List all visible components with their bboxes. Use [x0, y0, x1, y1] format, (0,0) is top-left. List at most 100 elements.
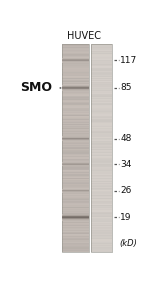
Bar [62, 143, 89, 144]
Bar [91, 92, 112, 93]
Bar [62, 237, 89, 238]
Bar [62, 118, 89, 119]
Bar [62, 234, 89, 235]
Bar [62, 158, 89, 159]
Text: SMO: SMO [21, 82, 53, 94]
Bar [62, 119, 89, 120]
Bar [62, 106, 89, 107]
Bar [62, 170, 89, 171]
Bar [62, 236, 89, 237]
Bar [91, 181, 112, 182]
Bar [62, 47, 89, 48]
Text: 26: 26 [120, 186, 132, 195]
Bar [62, 145, 89, 146]
Bar [62, 188, 89, 189]
Bar [62, 153, 89, 154]
Bar [62, 163, 89, 164]
Bar [62, 130, 89, 131]
Bar [91, 89, 112, 90]
Bar [62, 221, 89, 222]
Bar [62, 80, 89, 81]
Bar [62, 176, 89, 177]
Bar [91, 189, 112, 190]
Bar [62, 94, 89, 95]
Bar [91, 246, 112, 247]
Bar [91, 193, 112, 194]
Bar [62, 242, 89, 243]
Bar [62, 226, 89, 227]
Bar [62, 251, 89, 252]
Bar [62, 213, 89, 214]
Bar [62, 129, 89, 130]
Bar [91, 134, 112, 135]
Bar [91, 197, 112, 198]
Bar [62, 161, 89, 162]
Bar [62, 152, 89, 153]
Bar [62, 66, 89, 67]
Bar [62, 71, 89, 72]
Bar [91, 151, 112, 152]
Bar [62, 51, 89, 52]
Bar [62, 170, 89, 171]
Bar [62, 233, 89, 234]
Bar [62, 217, 89, 218]
Bar [62, 244, 89, 245]
Bar [62, 97, 89, 98]
Bar [62, 75, 89, 76]
Bar [62, 49, 89, 50]
Bar [91, 66, 112, 67]
Bar [62, 239, 89, 240]
Bar [62, 183, 89, 184]
Bar [91, 241, 112, 242]
Bar [62, 89, 89, 90]
Bar [62, 240, 89, 241]
Bar [91, 184, 112, 185]
Bar [62, 83, 89, 84]
Bar [62, 237, 89, 238]
Bar [62, 194, 89, 195]
Bar [91, 111, 112, 112]
Bar [91, 73, 112, 74]
Bar [62, 231, 89, 232]
Bar [62, 78, 89, 79]
Bar [62, 104, 89, 105]
Bar [91, 143, 112, 144]
Bar [62, 189, 89, 190]
Bar [62, 45, 89, 46]
Bar [91, 142, 112, 143]
Bar [62, 58, 89, 59]
Bar [62, 163, 89, 164]
Bar [62, 140, 89, 141]
Bar [91, 168, 112, 169]
Bar [62, 115, 89, 116]
Bar [62, 212, 89, 213]
Bar [62, 206, 89, 207]
Bar [91, 240, 112, 241]
Bar [91, 234, 112, 235]
Bar [91, 114, 112, 115]
Bar [91, 179, 112, 180]
Bar [91, 163, 112, 164]
Bar [62, 134, 89, 135]
Bar [91, 158, 112, 159]
Bar [62, 249, 89, 250]
Bar [62, 210, 89, 211]
Bar [62, 81, 89, 82]
Bar [62, 87, 89, 88]
Bar [62, 129, 89, 130]
Bar [91, 138, 112, 139]
Bar [91, 67, 112, 68]
Bar [62, 146, 89, 147]
Bar [62, 112, 89, 113]
Bar [62, 87, 89, 88]
Bar [62, 63, 89, 64]
Bar [91, 171, 112, 172]
Bar [62, 191, 89, 192]
Bar [62, 164, 89, 165]
Bar [91, 153, 112, 154]
Bar [91, 162, 112, 163]
Bar [62, 125, 89, 126]
Bar [91, 101, 112, 102]
Bar [62, 180, 89, 181]
Bar [62, 79, 89, 80]
